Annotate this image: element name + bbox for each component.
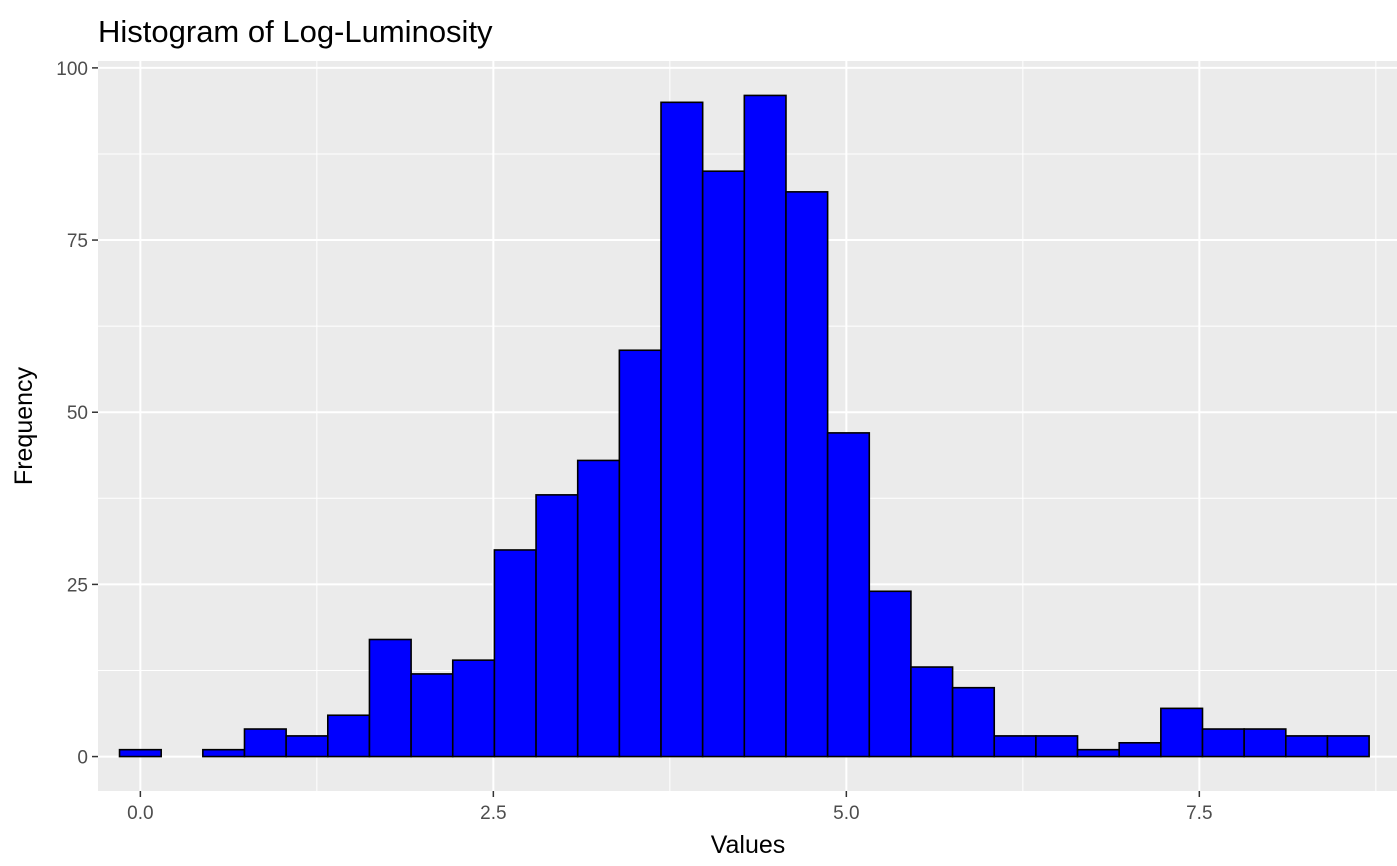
histogram-bar-7 xyxy=(410,673,454,758)
y-axis-title: Frequency xyxy=(10,366,38,485)
histogram-bar-20 xyxy=(951,686,996,758)
chart-title: Histogram of Log-Luminosity xyxy=(98,14,493,49)
histogram-bar-18 xyxy=(868,590,912,758)
histogram-bar-17 xyxy=(826,432,871,758)
y-tick-label: 100 xyxy=(56,59,88,80)
histogram-bar-29 xyxy=(1326,735,1370,758)
histogram-bar-6 xyxy=(368,638,412,758)
x-tick-label: 5.0 xyxy=(833,803,859,824)
histogram-bar-27 xyxy=(1243,728,1287,758)
histogram-bar-26 xyxy=(1201,728,1245,758)
y-tick-label: 25 xyxy=(67,575,88,596)
y-axis: 0 25 50 75 100 xyxy=(56,59,98,769)
histogram-bar-28 xyxy=(1285,735,1329,758)
x-axis: 0.0 2.5 5.0 7.5 xyxy=(127,791,1213,824)
x-axis-title: Values xyxy=(711,831,786,859)
histogram-bar-16 xyxy=(785,191,829,758)
x-tick-label: 2.5 xyxy=(480,803,506,824)
histogram-bar-2 xyxy=(202,748,246,758)
y-tick-label: 50 xyxy=(67,403,88,424)
histogram-bar-3 xyxy=(243,728,287,758)
histogram-bar-14 xyxy=(701,170,746,758)
y-tick-label: 0 xyxy=(77,748,88,769)
histogram-bar-0 xyxy=(118,748,162,758)
histogram-bar-15 xyxy=(743,94,787,758)
histogram-bar-8 xyxy=(451,659,496,758)
histogram-bar-23 xyxy=(1076,748,1120,758)
histogram-bar-25 xyxy=(1160,707,1204,758)
histogram-bar-19 xyxy=(910,666,954,758)
histogram-bar-4 xyxy=(285,735,329,758)
histogram-bar-24 xyxy=(1118,741,1162,758)
histogram-bar-22 xyxy=(1035,735,1079,758)
histogram-bar-5 xyxy=(326,714,371,758)
x-tick-label: 0.0 xyxy=(127,803,153,824)
histogram-bar-11 xyxy=(576,459,621,758)
y-tick-label: 75 xyxy=(67,231,88,252)
histogram-bars xyxy=(118,94,1370,758)
x-tick-label: 7.5 xyxy=(1186,803,1212,824)
histogram-bar-12 xyxy=(618,349,662,758)
histogram-bar-21 xyxy=(993,735,1037,758)
histogram-bar-10 xyxy=(535,494,579,758)
histogram-bar-13 xyxy=(660,101,704,758)
histogram-bar-9 xyxy=(493,549,537,758)
